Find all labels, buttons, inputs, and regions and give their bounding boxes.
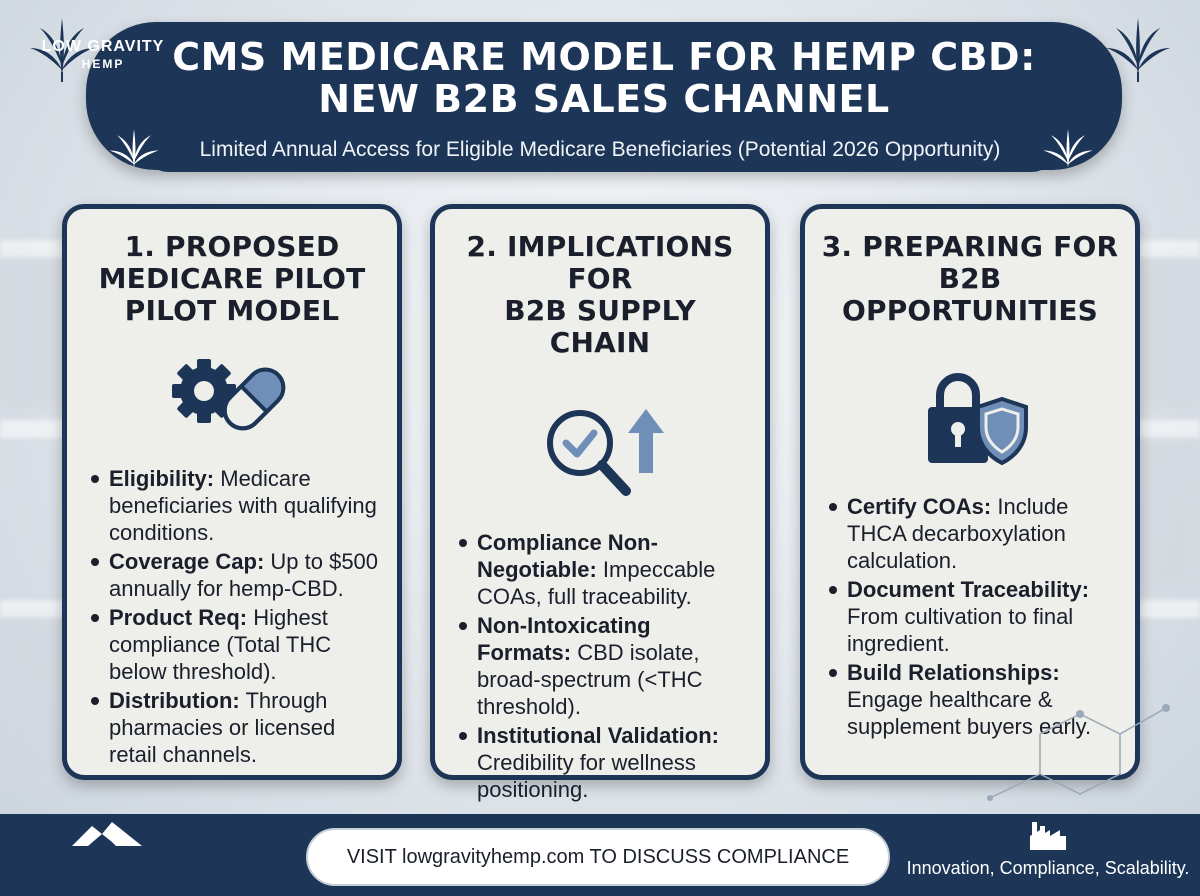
logo-subtitle: HEMP (81, 57, 125, 71)
list-item: Non-Intoxicating Formats: CBD isolate, b… (457, 612, 749, 720)
card-medicare-pilot: 1. PROPOSED MEDICARE PILOT PILOT MODEL (62, 204, 402, 780)
list-item: Compliance Non-Negotiable: Impeccable CO… (457, 529, 749, 610)
mountain-logo-icon (72, 822, 142, 846)
hemp-leaf-icon (1043, 129, 1093, 168)
card-title-line: B2B OPPORTUNITIES (841, 262, 1099, 327)
page-title: CMS MEDICARE MODEL FOR HEMP CBD: NEW B2B… (86, 22, 1122, 120)
molecule-decoration-icon (987, 704, 1170, 801)
visit-website-cta[interactable]: VISIT lowgravityhemp.com TO DISCUSS COMP… (306, 828, 890, 886)
bullet-list: Certify COAs: Include THCA decarboxylati… (805, 493, 1135, 740)
card-preparing: 3. PREPARING FOR B2B OPPORTUNITIES Certi… (800, 204, 1140, 780)
magnifier-check-arrow-icon (547, 409, 664, 496)
hemp-leaf-icon (30, 18, 94, 82)
card-title: 3. PREPARING FOR B2B OPPORTUNITIES (805, 231, 1135, 327)
list-item: Document Traceability: From cultivation … (827, 576, 1119, 657)
hemp-leaf-icon (109, 129, 159, 168)
card-title-line: 1. PROPOSED (124, 230, 340, 263)
tagline: Innovation, Compliance, Scalability. (906, 858, 1190, 878)
list-item: Certify COAs: Include THCA decarboxylati… (827, 493, 1119, 574)
page-subtitle: Limited Annual Access for Eligible Medic… (146, 128, 1054, 172)
card-title-line: 3. PREPARING FOR (821, 230, 1119, 263)
hemp-leaf-icon (1106, 18, 1170, 82)
company-logo: LOW GRAVITY HEMP (28, 38, 178, 71)
list-item: Distribution: Through pharmacies or lice… (89, 687, 381, 768)
factory-icon (1030, 822, 1066, 850)
bullet-list: Eligibility: Medicare beneficiaries with… (67, 465, 397, 768)
logo-name: LOW GRAVITY (41, 38, 165, 55)
card-title-line: MEDICARE PILOT (98, 262, 366, 295)
card-title: 2. IMPLICATIONS FOR B2B SUPPLY CHAIN (435, 231, 765, 359)
list-item: Build Relationships: Engage healthcare &… (827, 659, 1119, 740)
gear-pill-icon (172, 359, 286, 431)
list-item: Eligibility: Medicare beneficiaries with… (89, 465, 381, 546)
list-item: Product Req: Highest compliance (Total T… (89, 604, 381, 685)
card-title-line: 2. IMPLICATIONS FOR (466, 230, 734, 295)
bullet-list: Compliance Non-Negotiable: Impeccable CO… (435, 529, 765, 803)
list-item: Institutional Validation: Credibility fo… (457, 722, 749, 803)
title-line-2: NEW B2B SALES CHANNEL (318, 77, 890, 121)
lock-shield-icon (928, 373, 1028, 466)
card-title-line: B2B SUPPLY CHAIN (504, 294, 696, 359)
card-supply-chain: 2. IMPLICATIONS FOR B2B SUPPLY CHAIN Com… (430, 204, 770, 802)
card-title-line: PILOT MODEL (124, 294, 340, 327)
title-line-1: CMS MEDICARE MODEL FOR HEMP CBD: (172, 35, 1036, 79)
card-title: 1. PROPOSED MEDICARE PILOT PILOT MODEL (67, 231, 397, 327)
list-item: Coverage Cap: Up to $500 annually for he… (89, 548, 381, 602)
